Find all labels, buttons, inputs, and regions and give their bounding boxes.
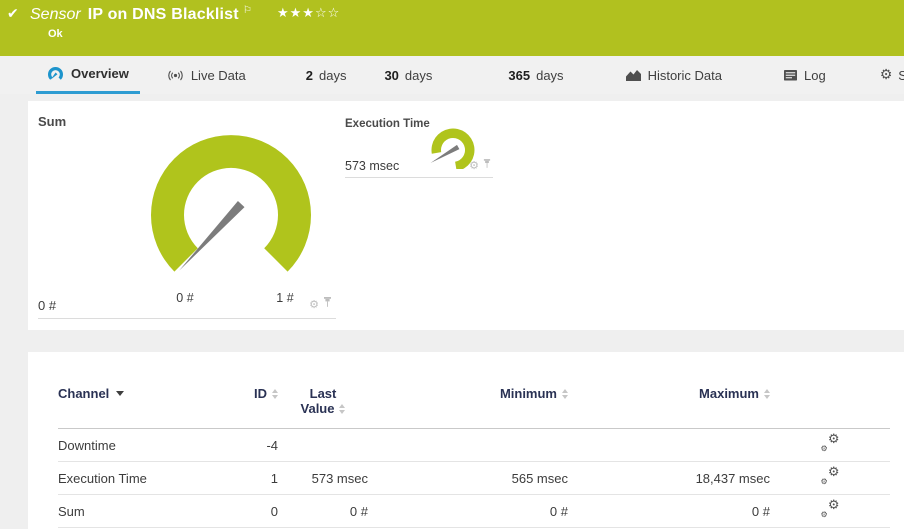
tab-365-days[interactable]: 365 days: [497, 56, 574, 94]
gauge-icon: [47, 66, 64, 81]
sensor-status-header: ✔ Sensor IP on DNS Blacklist ⚐ ★★★☆☆ Ok: [0, 0, 904, 56]
settings-gear-icon: ⚙: [879, 67, 893, 83]
tab-label: days: [318, 67, 347, 83]
column-header-minimum[interactable]: Minimum: [368, 386, 568, 429]
table-row: Downtime -4 ⚙ ⚙: [58, 428, 890, 462]
tab-bar: Overview Live Data 2 days 30 days 365 da…: [0, 56, 904, 94]
live-data-icon: [167, 69, 184, 82]
last-value-cell: [278, 428, 368, 462]
page-title: IP on DNS Blacklist: [87, 6, 239, 23]
sum-current-value: 0 #: [38, 298, 57, 313]
channels-panel: Channel ID Last Value Minimum Maximum D: [28, 352, 904, 529]
tab-label: Live Data: [190, 67, 246, 83]
channel-settings-icon[interactable]: ⚙ ⚙: [820, 498, 840, 519]
tab-2-days[interactable]: 2 days: [295, 56, 358, 94]
minimum-cell: 0 #: [368, 494, 568, 528]
tab-overview[interactable]: Overview: [36, 56, 140, 94]
maximum-cell: 0 #: [568, 494, 770, 528]
tab-log[interactable]: Log: [773, 56, 837, 94]
stars-filled: ★★★: [277, 6, 315, 21]
sum-gauge-title: Sum: [38, 114, 67, 129]
sum-gauge-block: Sum 0 # 1 # 0 # ⚙: [38, 111, 336, 319]
flag-icon[interactable]: ⚐: [242, 5, 252, 16]
sort-icon: [562, 389, 568, 399]
execution-time-gauge-controls: ⚙: [469, 156, 491, 174]
tab-label: Historic Data: [647, 67, 722, 83]
gauge-settings-gear-icon[interactable]: ⚙: [469, 158, 479, 172]
log-icon: [783, 69, 797, 81]
maximum-cell: 18,437 msec: [568, 461, 770, 495]
pin-icon[interactable]: [323, 295, 332, 313]
stars-empty: ☆☆: [314, 6, 341, 21]
table-header-row: Channel ID Last Value Minimum Maximum: [58, 386, 890, 429]
tab-settings[interactable]: ⚙ Settings: [869, 56, 904, 94]
priority-stars[interactable]: ★★★☆☆: [277, 7, 340, 20]
id-cell: 0: [238, 494, 278, 528]
tab-historic-data[interactable]: Historic Data: [615, 56, 733, 94]
minimum-cell: [368, 428, 568, 462]
column-header-maximum[interactable]: Maximum: [568, 386, 770, 429]
channel-settings-icon[interactable]: ⚙ ⚙: [820, 465, 840, 486]
sort-icon: [272, 389, 278, 399]
sensor-title-line: Sensor IP on DNS Blacklist ⚐: [30, 6, 252, 24]
channel-settings-icon[interactable]: ⚙ ⚙: [820, 432, 840, 453]
table-row: Sum 0 0 # 0 # 0 # ⚙ ⚙: [58, 494, 890, 528]
sum-gauge-min-label: 0 #: [176, 291, 194, 305]
maximum-cell: [568, 428, 770, 462]
execution-time-title: Execution Time: [345, 118, 430, 130]
column-header-actions: [770, 386, 890, 429]
actions-cell: ⚙ ⚙: [770, 428, 890, 462]
channel-cell[interactable]: Execution Time: [58, 461, 238, 495]
id-cell: 1: [238, 461, 278, 495]
tab-label: Log: [803, 67, 826, 83]
tab-label: days: [404, 67, 433, 83]
tab-label: Settings: [898, 67, 904, 83]
execution-time-gauge-block: Execution Time 573 msec ⚙: [345, 118, 493, 178]
tab-label: Overview: [71, 66, 129, 81]
historic-data-icon: [625, 69, 641, 81]
table-row: Execution Time 1 573 msec 565 msec 18,43…: [58, 461, 890, 495]
tab-live-data[interactable]: Live Data: [156, 56, 257, 94]
minimum-cell: 565 msec: [368, 461, 568, 495]
sort-icon: [764, 389, 770, 399]
status-check-icon: ✔: [7, 6, 19, 22]
sensor-type-label: Sensor: [30, 6, 81, 23]
channel-cell[interactable]: Downtime: [58, 428, 238, 462]
sort-icon: [339, 404, 346, 414]
actions-cell: ⚙ ⚙: [770, 494, 890, 528]
column-header-last-value[interactable]: Last Value: [278, 386, 368, 429]
gauges-panel: Sum 0 # 1 # 0 # ⚙ Execution Time 573 mse…: [28, 101, 904, 330]
sum-gauge-controls: ⚙: [309, 295, 332, 313]
column-header-channel[interactable]: Channel: [58, 386, 238, 429]
sum-gauge: [151, 135, 312, 272]
pin-icon[interactable]: [483, 156, 491, 174]
tab-number: 2: [305, 67, 313, 83]
execution-time-gauge: [430, 128, 475, 169]
column-header-id[interactable]: ID: [238, 386, 278, 429]
channel-cell[interactable]: Sum: [58, 494, 238, 528]
status-badge: Ok: [48, 28, 63, 40]
actions-cell: ⚙ ⚙: [770, 461, 890, 495]
tab-30-days[interactable]: 30 days: [373, 56, 443, 94]
channel-table: Channel ID Last Value Minimum Maximum D: [58, 386, 890, 528]
sort-desc-icon: [116, 391, 125, 396]
gauge-settings-gear-icon[interactable]: ⚙: [309, 297, 319, 311]
tab-label: days: [536, 67, 564, 83]
last-value-cell: 0 #: [278, 494, 368, 528]
sum-gauge-max-label: 1 #: [276, 291, 294, 305]
tab-number: 30: [384, 67, 399, 83]
tab-number: 365: [508, 67, 531, 83]
last-value-cell: 573 msec: [278, 461, 368, 495]
id-cell: -4: [238, 428, 278, 462]
execution-time-current-value: 573 msec: [345, 159, 400, 173]
